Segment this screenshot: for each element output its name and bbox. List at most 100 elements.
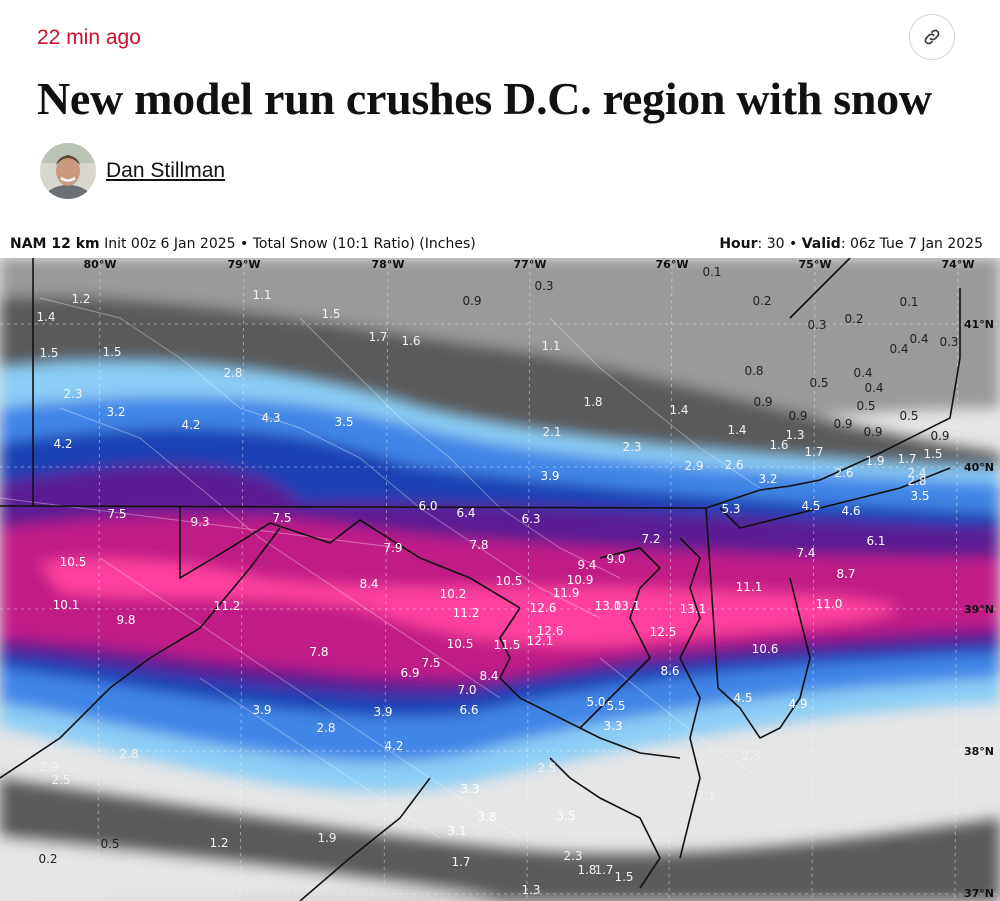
snow-amount-label: 11.2 [453, 606, 480, 620]
snow-amount-label: 11.1 [736, 580, 763, 594]
snow-amount-label: 0.1 [702, 265, 721, 279]
snow-amount-label: 3.5 [556, 809, 575, 823]
snow-amount-label: 9.4 [577, 558, 596, 572]
snow-amount-label: 1.3 [521, 883, 540, 897]
snow-amount-label: 11.9 [553, 586, 580, 600]
author-name-link[interactable]: Dan Stillman [106, 159, 226, 182]
snow-amount-label: 3.9 [252, 703, 271, 717]
snow-amount-label: 0.4 [909, 332, 928, 346]
snow-amount-label: 13.0 [595, 599, 622, 613]
snow-amount-label: 0.9 [930, 429, 949, 443]
snow-amount-label: 0.8 [744, 364, 763, 378]
snow-amount-label: 13.1 [614, 599, 641, 613]
snow-amount-label: 1.9 [865, 454, 884, 468]
snow-amount-label: 1.4 [727, 423, 746, 437]
longitude-label: 76°W [656, 258, 689, 271]
snow-amount-label: 2.5 [51, 773, 70, 787]
snow-forecast-map: NAM 12 km Init 00z 6 Jan 2025 • Total Sn… [0, 230, 1000, 901]
snow-amount-label: 1.6 [401, 334, 420, 348]
snow-amount-label: 2.8 [119, 747, 138, 761]
snow-amount-label: 0.1 [899, 295, 918, 309]
map-header-right: Hour: 30 • Valid: 06z Tue 7 Jan 2025 [719, 236, 983, 252]
snow-amount-label: 10.5 [496, 574, 523, 588]
map-header-left: NAM 12 km Init 00z 6 Jan 2025 • Total Sn… [10, 236, 476, 252]
snow-amount-label: 2.9 [684, 459, 703, 473]
snow-amount-label: 2.1 [696, 789, 715, 803]
longitude-label: 75°W [799, 258, 832, 271]
snow-amount-label: 10.1 [53, 598, 80, 612]
snow-amount-label: 1.5 [39, 346, 58, 360]
snow-amount-label: 2.3 [622, 440, 641, 454]
snow-amount-label: 7.5 [107, 507, 126, 521]
snow-amount-label: 2.3 [741, 749, 760, 763]
snow-amount-label: 6.9 [400, 666, 419, 680]
map-header: NAM 12 km Init 00z 6 Jan 2025 • Total Sn… [0, 230, 1000, 258]
snow-amount-label: 2.8 [907, 474, 926, 488]
longitude-label: 74°W [942, 258, 975, 271]
snow-amount-label: 10.9 [567, 573, 594, 587]
snow-amount-label: 3.1 [447, 824, 466, 838]
snow-amount-label: 7.8 [469, 538, 488, 552]
snow-amount-label: 0.9 [753, 395, 772, 409]
snow-amount-label: 0.9 [788, 409, 807, 423]
snow-amount-label: 1.6 [769, 438, 788, 452]
snow-amount-label: 7.8 [309, 645, 328, 659]
snow-amount-label: 0.3 [807, 318, 826, 332]
init-time: Init 00z 6 Jan 2025 [104, 236, 236, 252]
longitude-label: 78°W [372, 258, 405, 271]
snow-amount-label: 1.2 [209, 836, 228, 850]
state-borders [0, 258, 961, 901]
snow-amount-label: 3.5 [910, 489, 929, 503]
snow-amount-label: 8.7 [836, 567, 855, 581]
snow-amount-label: 3.5 [334, 415, 353, 429]
snow-amount-label: 2.9 [39, 760, 58, 774]
snow-amount-label: 1.7 [897, 452, 916, 466]
snow-amount-label: 10.5 [447, 637, 474, 651]
snow-amount-label: 0.9 [863, 425, 882, 439]
snow-amount-label: 11.0 [816, 597, 843, 611]
snow-amount-label: 0.5 [809, 376, 828, 390]
snow-amount-label: 8.4 [359, 577, 378, 591]
snow-amount-label: 12.1 [527, 634, 554, 648]
snow-amount-label: 1.9 [317, 831, 336, 845]
headline: New model run crushes D.C. region with s… [37, 73, 932, 124]
snow-amount-label: 2.6 [724, 458, 743, 472]
snow-amount-label: 7.4 [796, 546, 815, 560]
link-icon [924, 29, 940, 45]
copy-link-button[interactable] [909, 14, 955, 60]
snow-amount-label: 5.0 [586, 695, 605, 709]
snow-amount-label: 1.1 [541, 339, 560, 353]
snow-amount-label: 3.2 [758, 472, 777, 486]
latitude-label: 37°N [964, 887, 994, 900]
snow-amount-label: 4.5 [733, 691, 752, 705]
snow-amount-label: 2.6 [834, 466, 853, 480]
snow-amount-label: 3.9 [540, 469, 559, 483]
snow-amount-label: 3.3 [460, 782, 479, 796]
snow-amount-label: 1.5 [614, 870, 633, 884]
snow-amount-label: 8.4 [479, 669, 498, 683]
separator: • [240, 236, 249, 252]
snow-amount-label: 3.2 [106, 405, 125, 419]
snow-amount-label: 6.6 [459, 703, 478, 717]
snow-amount-label: 2.5 [537, 761, 556, 775]
snow-amount-label: 1.8 [577, 863, 596, 877]
snow-amount-label: 1.7 [368, 330, 387, 344]
snow-amount-label: 0.3 [534, 279, 553, 293]
snow-amount-label: 4.2 [384, 739, 403, 753]
snow-amount-label: 4.2 [53, 437, 72, 451]
snow-amount-label: 1.4 [669, 403, 688, 417]
snow-amount-label: 1.7 [804, 445, 823, 459]
snow-amount-label: 0.5 [100, 837, 119, 851]
valid-label: Valid [801, 236, 841, 252]
latitude-label: 40°N [964, 461, 994, 474]
snow-amount-label: 4.3 [261, 411, 280, 425]
snow-amount-label: 2.1 [542, 425, 561, 439]
snow-amount-label: 7.0 [457, 683, 476, 697]
longitude-label: 79°W [228, 258, 261, 271]
snow-amount-label: 6.0 [418, 499, 437, 513]
snow-amount-label: 0.2 [38, 852, 57, 866]
author-avatar[interactable] [40, 143, 96, 199]
snow-amount-label: 0.2 [752, 294, 771, 308]
snow-amount-label: 1.1 [252, 288, 271, 302]
snow-amount-label: 10.2 [440, 587, 467, 601]
